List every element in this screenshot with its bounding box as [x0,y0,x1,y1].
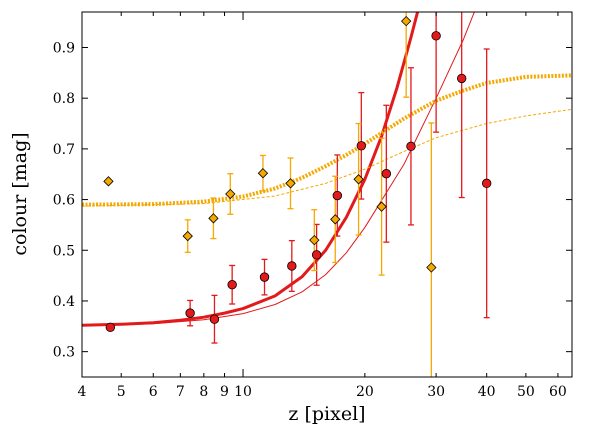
circle-point-2 [185,308,195,318]
y-tick-label: 0.9 [53,40,75,56]
fit-curve-3 [82,73,572,207]
diamond-point-9 [353,174,364,185]
diamond-point-11 [401,15,412,27]
circle-point-6 [287,261,297,271]
circle-point-12 [431,31,441,41]
y-tick-label: 0.7 [53,142,75,158]
diamond-point-6 [285,178,296,189]
y-axis-label: colour [mag] [9,132,31,255]
circle-point-9 [356,141,367,151]
circle-point-10 [381,169,392,179]
fit-curve-4 [82,108,572,207]
data-points [103,15,492,333]
y-tick-label: 0.4 [53,294,75,310]
error-bars [107,12,490,377]
diamond-point-8 [330,214,341,225]
plot-frame [81,11,573,378]
x-tick-label: 30 [427,384,445,400]
fit-curve-2 [82,12,475,327]
y-tick-label: 0.6 [53,193,75,209]
x-tick-label: 60 [549,384,567,400]
x-tick-label: 6 [149,384,158,400]
circle-point-8 [332,190,343,201]
circle-point-1 [105,322,116,333]
circle-point-13 [456,73,467,84]
x-tick-label: 10 [234,384,252,400]
diamond-point-4 [225,188,236,200]
diamond-point-7 [309,234,320,246]
circle-point-5 [259,272,270,282]
x-tick-label: 20 [356,384,374,400]
diamond-point-10 [376,201,387,212]
circle-point-7 [311,250,322,260]
circle-point-11 [406,141,416,152]
circle-point-4 [227,280,237,290]
x-tick-label: 4 [78,384,87,400]
x-tick-label: 8 [199,384,208,400]
diamond-point-12 [426,262,437,273]
diamond-point-3 [208,213,219,224]
y-tick-label: 0.5 [53,243,75,259]
y-tick-label: 0.3 [53,345,75,361]
x-axis-label: z [pixel] [288,403,365,425]
diamond-point-1 [103,176,114,187]
diamond-point-5 [257,168,269,179]
y-tick-label: 0.8 [53,91,75,107]
x-tick-label: 9 [220,384,229,400]
fit-curves [82,12,572,327]
diamond-point-2 [182,230,193,242]
x-tick-label: 40 [478,384,496,400]
error-bar-1-12 [433,12,440,133]
circle-point-14 [481,178,492,189]
error-bar-1-13 [458,12,465,199]
circle-point-3 [209,314,220,324]
axis-ticks: 4 5 6 7 8 9 10 20 30 40 50 60 0.3 0.4 0.5 0.6 0.7 0.8 0.9 [53,12,572,400]
x-tick-label: 50 [517,384,535,400]
x-tick-label: 5 [117,384,126,400]
x-tick-label: 7 [176,384,185,400]
fit-curve-1 [82,12,420,327]
